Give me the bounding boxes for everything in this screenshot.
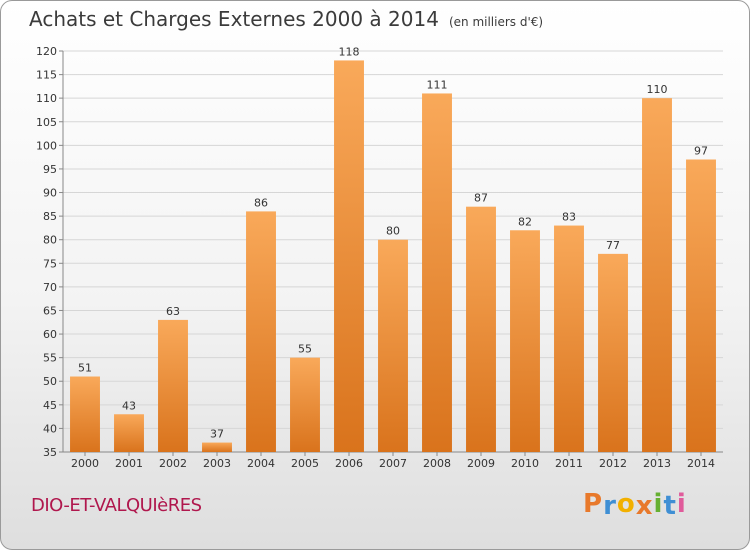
x-tick-labels: 2000 2001 2002 2003 2004 2005 2006 2007 2008 2009… [71,452,715,470]
chart-unit: (en milliers d'€) [448,15,544,29]
data-label-2008: 111 [427,78,448,91]
data-label-2000: 51 [78,362,92,375]
x-tick-label-2004: 2004 [247,457,275,470]
y-tick-label: 95 [43,163,57,176]
commune-name: DIO-ET-VALQUIèRES [31,495,202,516]
data-label-2011: 83 [562,211,576,224]
bar-2014 [686,159,716,452]
data-label-2005: 55 [298,343,312,356]
y-tick-label: 80 [43,234,57,247]
y-tick-label: 40 [43,422,57,435]
bar-2012 [598,253,628,452]
bar-2009 [466,206,496,452]
x-tick-label-2001: 2001 [115,457,143,470]
y-tick-label: 100 [36,139,57,152]
logo-letter: o [616,489,636,519]
data-label-2001: 43 [122,399,136,412]
bar-2011 [554,225,584,452]
chart-title: Achats et Charges Externes 2000 à 2014 (e… [29,7,543,31]
y-tick-label: 115 [36,69,57,82]
y-tick-label: 45 [43,399,57,412]
data-label-2002: 63 [166,305,180,318]
logo-letter: i [653,489,664,519]
y-tick-label: 70 [43,281,57,294]
y-tick-label: 50 [43,375,57,388]
chart-title-text: Achats et Charges Externes 2000 à 2014 [29,7,439,31]
bar-2004 [246,211,276,452]
x-tick-label-2003: 2003 [203,457,231,470]
x-tick-label-2002: 2002 [159,457,187,470]
y-tick-label: 90 [43,187,57,200]
x-tick-label-2007: 2007 [379,457,407,470]
data-label-2014: 97 [694,145,708,158]
bar-2010 [510,230,540,452]
bar-2001 [114,414,144,452]
y-tick-label: 110 [36,92,57,105]
y-tick-labels: 35 40 45 50 55 60 65 70 75 80 85 90 95 100 105 110 115 12… [36,45,57,459]
x-tick-label-2012: 2012 [599,457,627,470]
y-tick-label: 85 [43,210,57,223]
x-tick-label-2008: 2008 [423,457,451,470]
x-tick-label-2009: 2009 [467,457,495,470]
bar-2013 [642,98,672,453]
x-tick-label-2006: 2006 [335,457,363,470]
y-tick-label: 120 [36,45,57,58]
logo-letter: P [583,489,604,519]
y-tick-label: 35 [43,446,57,459]
x-tick-label-2010: 2010 [511,457,539,470]
bar-2008 [422,93,452,452]
proxiti-logo: Proxiti [583,489,687,521]
y-tick-label: 65 [43,304,57,317]
data-label-2010: 82 [518,215,532,228]
data-label-2013: 110 [647,83,668,96]
y-tick-label: 55 [43,352,57,365]
logo-letter: r [603,491,617,521]
bar-2006 [334,60,364,452]
data-label-2012: 77 [606,239,620,252]
bar-2003 [202,442,232,452]
x-tick-label-2000: 2000 [71,457,99,470]
logo-letter: t [663,491,677,521]
bar-2005 [290,357,320,452]
x-tick-label-2005: 2005 [291,457,319,470]
bars [70,60,716,453]
x-tick-label-2011: 2011 [555,457,583,470]
x-tick-label-2013: 2013 [643,457,671,470]
x-tick-label-2014: 2014 [687,457,715,470]
y-tick-label: 75 [43,257,57,270]
data-label-2004: 86 [254,196,268,209]
data-label-2007: 80 [386,225,400,238]
data-label-2006: 118 [339,45,360,58]
y-tick-label: 60 [43,328,57,341]
data-label-2009: 87 [474,192,488,205]
bar-2007 [378,239,408,452]
y-tick-label: 105 [36,116,57,129]
data-label-2003: 37 [210,428,224,441]
bar-2000 [70,376,100,452]
bar-2002 [158,319,188,452]
data-labels: 51 43 63 37 86 55 118 80 111 87 82 83 77 110 97 [78,45,708,440]
logo-letter: x [635,491,654,521]
logo-letter: i [676,489,687,519]
